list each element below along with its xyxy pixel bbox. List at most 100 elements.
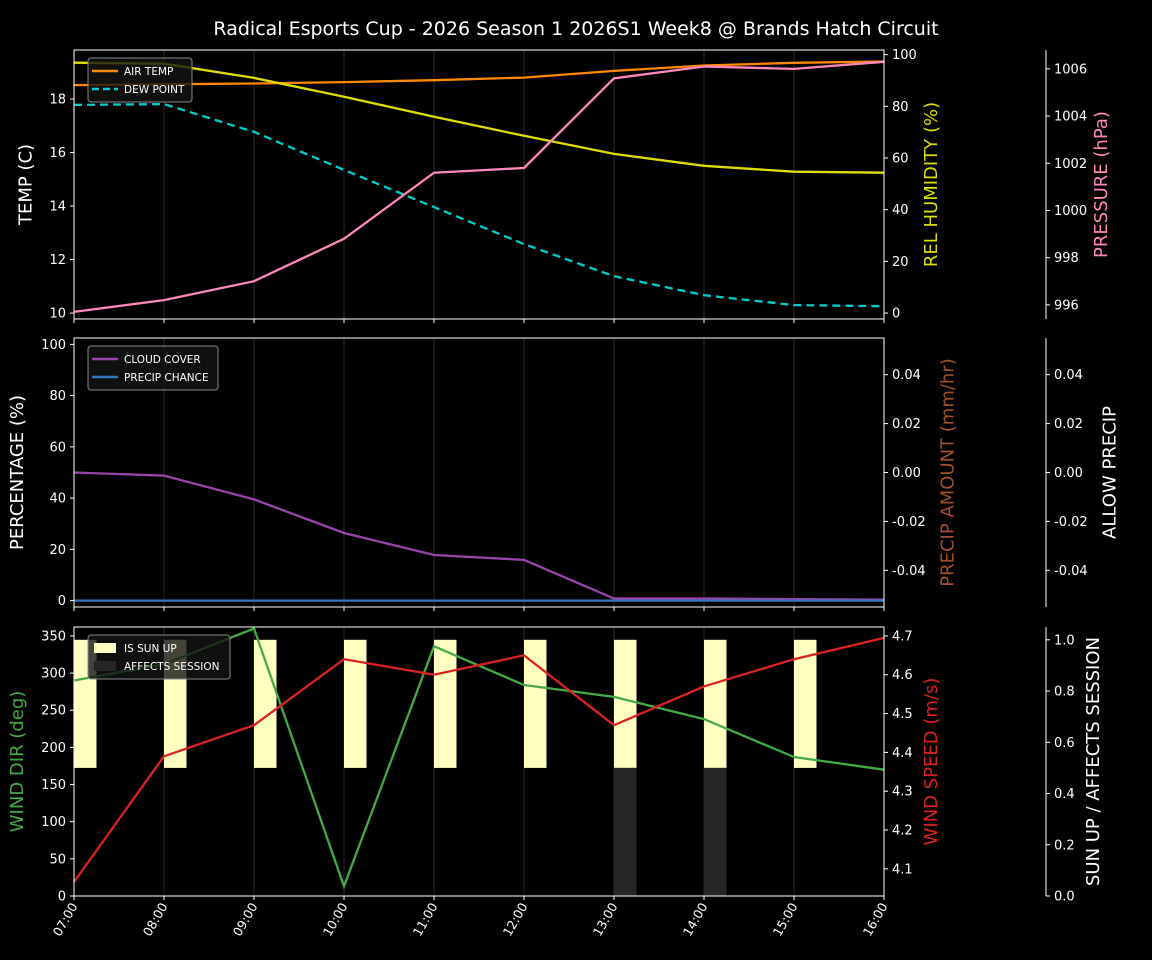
- legend-box: [87, 57, 193, 103]
- bar-is-sun-up: [254, 639, 277, 768]
- bar-is-sun-up: [704, 639, 727, 768]
- legend-box: [87, 634, 231, 680]
- legend: IS SUN UP AFFECTS SESSION: [87, 634, 231, 680]
- x-tick-label: 08:00: [140, 900, 171, 939]
- y-tick-label: 0.02: [892, 417, 921, 432]
- y-tick-label: 1000: [1054, 204, 1087, 219]
- axis-label: PERCENTAGE (%): [7, 395, 28, 550]
- y-tick-label: 0.0: [1054, 890, 1075, 905]
- x-tick-label: 11:00: [410, 900, 441, 939]
- y-tick-label: 0.00: [892, 466, 921, 481]
- x-tick-label: 07:00: [50, 900, 81, 939]
- bar-is-sun-up: [524, 639, 547, 768]
- series-line-axis1-1: [73, 636, 885, 883]
- plot-frame: [73, 626, 885, 897]
- panel-2: 0 20 40 60 80 100 PERCENTAGE (%) -0.04 -0.02 0.00…: [7, 337, 1121, 611]
- x-tick-label: 12:00: [500, 900, 531, 939]
- y-tick-label: 1004: [1054, 110, 1087, 125]
- bar-affects-session: [614, 767, 637, 896]
- panel-3: 0 50 100 150 200 250 300 350 WIND DIR (deg) 4.1 4.…: [7, 626, 1104, 939]
- x-tick-label: 10:00: [320, 900, 351, 939]
- series-line-cloud-cover: [73, 471, 885, 601]
- y-tick-label: -0.04: [1054, 564, 1088, 579]
- axis-label: PRESSURE (hPa): [1091, 111, 1112, 258]
- legend-label: AFFECTS SESSION: [124, 661, 220, 673]
- y-tick-label: 998: [1054, 251, 1079, 266]
- y-tick-label: 4.7: [892, 629, 913, 644]
- y-tick-label: 4.2: [892, 824, 913, 839]
- y-tick-label: 14: [49, 200, 66, 215]
- axis-label: ALLOW PRECIP: [1100, 406, 1121, 539]
- y-tick-label: 0: [58, 890, 66, 905]
- bar-is-sun-up: [434, 639, 457, 768]
- axis-label: PRECIP AMOUNT (mm/hr): [938, 358, 959, 587]
- y-tick-label: 0.6: [1054, 736, 1075, 751]
- y-tick-label: 4.1: [892, 862, 913, 877]
- chart-title: Radical Esports Cup - 2026 Season 1 2026…: [213, 18, 938, 40]
- y-tick-label: 1.0: [1054, 633, 1075, 648]
- y-tick-label: 4.5: [892, 707, 913, 722]
- legend-label: IS SUN UP: [124, 643, 177, 655]
- series-line-air-temp: [73, 60, 885, 87]
- y-tick-label: 4.3: [892, 785, 913, 800]
- legend-box: [87, 345, 219, 391]
- y-tick-label: 20: [49, 543, 66, 558]
- y-tick-label: 1006: [1054, 62, 1087, 77]
- bar-affects-session: [704, 767, 727, 896]
- y-tick-label: 150: [41, 778, 66, 793]
- legend-swatch: [94, 661, 116, 671]
- x-tick-label: 13:00: [590, 900, 621, 939]
- legend-label: PRECIP CHANCE: [124, 372, 209, 384]
- y-tick-label: 1002: [1054, 157, 1087, 172]
- y-tick-label: 0.02: [1054, 417, 1083, 432]
- x-tick-label: 15:00: [770, 900, 801, 939]
- legend-swatch: [94, 643, 116, 653]
- y-tick-label: -0.04: [892, 564, 926, 579]
- y-tick-label: 0: [892, 307, 900, 322]
- y-tick-label: 350: [41, 629, 66, 644]
- y-tick-label: 100: [41, 338, 66, 353]
- y-tick-label: 250: [41, 704, 66, 719]
- bar-is-sun-up: [794, 639, 817, 768]
- series-line-axis2-3: [73, 60, 885, 314]
- y-tick-label: 4.4: [892, 746, 913, 761]
- y-tick-label: 0.4: [1054, 787, 1075, 802]
- legend-label: AIR TEMP: [124, 66, 173, 78]
- y-tick-label: 0.8: [1054, 685, 1075, 700]
- y-tick-label: 40: [892, 203, 909, 218]
- y-tick-label: 60: [49, 440, 66, 455]
- y-tick-label: 0.04: [1054, 368, 1083, 383]
- plot-frame: [73, 49, 885, 320]
- series-line-dew-point: [73, 102, 885, 308]
- x-tick-label: 16:00: [860, 900, 891, 939]
- y-tick-label: 18: [49, 92, 66, 107]
- y-tick-label: 0: [58, 594, 66, 609]
- y-tick-label: 0.04: [892, 368, 921, 383]
- axis-label: SUN UP / AFFECTS SESSION: [1083, 637, 1104, 886]
- y-tick-label: 80: [892, 100, 909, 115]
- panel-1: 10 12 14 16 18 TEMP (C) 0 20 40 60 80 100 REL HUMIDI…: [15, 48, 1112, 323]
- axis-label: WIND DIR (deg): [7, 691, 28, 833]
- y-tick-label: 996: [1054, 298, 1079, 313]
- y-tick-label: 4.6: [892, 668, 913, 683]
- bar-is-sun-up: [614, 639, 637, 768]
- y-tick-label: 300: [41, 667, 66, 682]
- y-tick-label: 0.2: [1054, 838, 1075, 853]
- y-tick-label: 100: [892, 48, 917, 63]
- y-tick-label: 50: [49, 852, 66, 867]
- y-tick-label: 10: [49, 307, 66, 322]
- axis-label: TEMP (C): [15, 144, 36, 226]
- y-tick-label: 200: [41, 741, 66, 756]
- legend: CLOUD COVER PRECIP CHANCE: [87, 345, 219, 391]
- bar-is-sun-up: [344, 639, 367, 768]
- x-tick-label: 09:00: [230, 900, 261, 939]
- axis-label: REL HUMIDITY (%): [921, 102, 942, 267]
- x-tick-label: 14:00: [680, 900, 711, 939]
- y-tick-label: 20: [892, 255, 909, 270]
- y-tick-label: 0.00: [1054, 466, 1083, 481]
- legend-label: CLOUD COVER: [124, 354, 201, 366]
- y-tick-label: 80: [49, 389, 66, 404]
- legend-label: DEW POINT: [124, 84, 185, 96]
- y-tick-label: 16: [49, 146, 66, 161]
